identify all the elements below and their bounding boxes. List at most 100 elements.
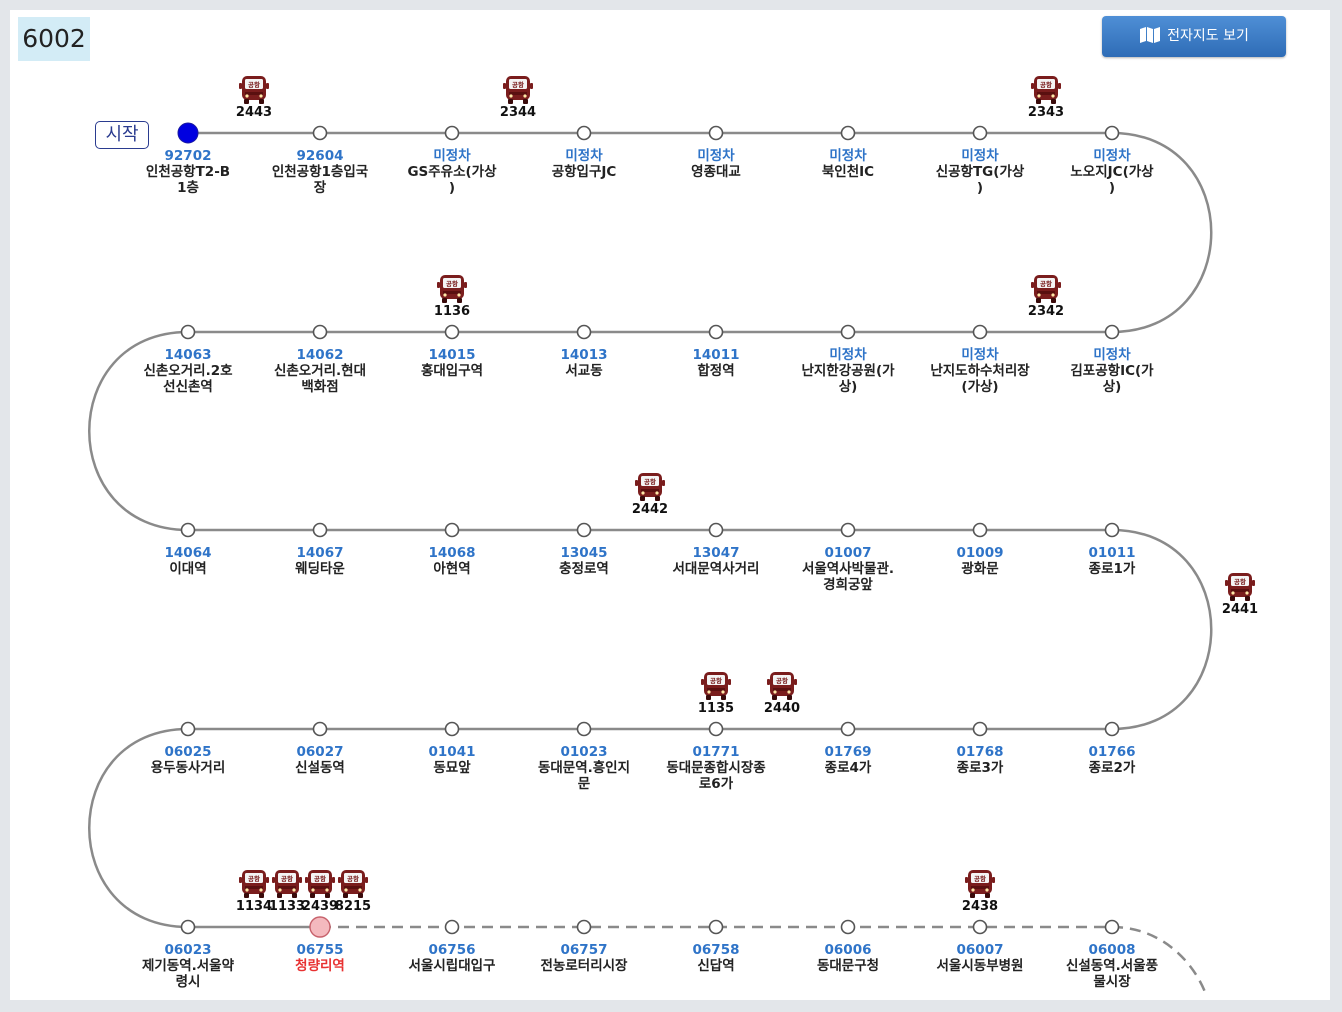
stop-node[interactable] [972, 522, 988, 538]
stop-node[interactable] [177, 122, 199, 144]
bus-marker[interactable]: 공항 1136 [432, 274, 472, 319]
stop-label[interactable]: 01007 서울역사박물관. 경희궁앞 [784, 545, 912, 593]
stop-node[interactable] [840, 125, 856, 141]
stop-label[interactable]: 01023 동대문역.흥인지 문 [520, 744, 648, 792]
stop-label[interactable]: 92604 인천공항1층입국 장 [256, 148, 384, 196]
stop-node[interactable] [312, 721, 328, 737]
stop-label[interactable]: 01041 동묘앞 [388, 744, 516, 776]
stop-node[interactable] [840, 721, 856, 737]
stop-node[interactable] [1104, 522, 1120, 538]
stop-node[interactable] [972, 324, 988, 340]
bus-marker[interactable]: 공항 2442 [630, 472, 670, 517]
stop-label[interactable]: 미정차 신공항TG(가상) [916, 148, 1044, 196]
view-map-label: 전자지도 보기 [1167, 28, 1249, 44]
stop-label[interactable]: 06006 동대문구청 [784, 942, 912, 974]
stop-node[interactable] [1104, 721, 1120, 737]
stop-label[interactable]: 06023 제기동역.서울약 령시 [124, 942, 252, 990]
stop-node[interactable] [840, 324, 856, 340]
stop-node[interactable] [840, 919, 856, 935]
stop-node[interactable] [312, 324, 328, 340]
stop-node[interactable] [180, 721, 196, 737]
bus-marker[interactable]: 공항 1134 [234, 869, 274, 914]
stop-node[interactable] [180, 324, 196, 340]
stop-node[interactable] [708, 721, 724, 737]
stop-label[interactable]: 01011 종로1가 [1048, 545, 1176, 577]
stop-label[interactable]: 미정차 영종대교 [652, 148, 780, 180]
stop-node[interactable] [312, 522, 328, 538]
stop-label[interactable]: 01768 종로3가 [916, 744, 1044, 776]
stop-label[interactable]: 14062 신촌오거리.현대 백화점 [256, 347, 384, 395]
stop-node[interactable] [444, 721, 460, 737]
stop-label[interactable]: 14068 아현역 [388, 545, 516, 577]
bus-marker[interactable]: 공항 2343 [1026, 75, 1066, 120]
stop-label[interactable]: 06756 서울시립대입구 [388, 942, 516, 974]
stop-label[interactable]: 13047 서대문역사거리 [652, 545, 780, 577]
bus-number: 2439 [301, 899, 339, 914]
stop-node[interactable] [972, 721, 988, 737]
stop-node[interactable] [576, 125, 592, 141]
stop-node[interactable] [708, 324, 724, 340]
stop-label[interactable]: 06007 서울시동부병원 [916, 942, 1044, 974]
stop-node[interactable] [576, 324, 592, 340]
stop-node[interactable] [1104, 919, 1120, 935]
stop-node[interactable] [576, 522, 592, 538]
stop-node[interactable] [708, 125, 724, 141]
stop-label[interactable]: 06757 전농로터리시장 [520, 942, 648, 974]
stop-label[interactable]: 06027 신설동역 [256, 744, 384, 776]
stop-label[interactable]: 미정차 난지도하수처리장 (가상) [916, 347, 1044, 395]
stop-node[interactable] [576, 919, 592, 935]
stop-node[interactable] [840, 522, 856, 538]
stop-label[interactable]: 미정차 난지한강공원(가 상) [784, 347, 912, 395]
stop-node[interactable] [1104, 125, 1120, 141]
bus-marker[interactable]: 공항 1135 [696, 671, 736, 716]
stop-node[interactable] [309, 916, 331, 938]
stop-node[interactable] [180, 919, 196, 935]
stop-label[interactable]: 06008 신설동역.서울풍 물시장 [1048, 942, 1176, 990]
stop-node[interactable] [972, 125, 988, 141]
stop-node[interactable] [444, 522, 460, 538]
bus-marker[interactable]: 공항 2441 [1220, 572, 1260, 617]
stop-node[interactable] [1104, 324, 1120, 340]
bus-marker[interactable]: 공항 2342 [1026, 274, 1066, 319]
stop-node[interactable] [444, 125, 460, 141]
stop-name: 신답역 [697, 958, 735, 974]
bus-marker[interactable]: 공항 2438 [960, 869, 1000, 914]
bus-marker[interactable]: 공항 8215 [333, 869, 373, 914]
stop-label[interactable]: 14015 홍대입구역 [388, 347, 516, 379]
stop-label[interactable]: 92702 인천공항T2-B 1층 [124, 148, 252, 196]
stop-label[interactable]: 01769 종로4가 [784, 744, 912, 776]
stop-node[interactable] [180, 522, 196, 538]
stop-node[interactable] [312, 125, 328, 141]
stop-label[interactable]: 14067 웨딩타운 [256, 545, 384, 577]
stop-node[interactable] [444, 919, 460, 935]
stop-label[interactable]: 06755 청량리역 [256, 942, 384, 974]
bus-marker[interactable]: 공항 2443 [234, 75, 274, 120]
stop-label[interactable]: 미정차 북인천IC [784, 148, 912, 180]
stop-node[interactable] [708, 919, 724, 935]
bus-marker[interactable]: 공항 1133 [267, 869, 307, 914]
stop-node[interactable] [576, 721, 592, 737]
stop-name: 종로1가 [1088, 561, 1136, 577]
stop-node[interactable] [444, 324, 460, 340]
stop-label[interactable]: 미정차 공항입구JC [520, 148, 648, 180]
stop-label[interactable]: 미정차 GS주유소(가상) [388, 148, 516, 196]
stop-label[interactable]: 01766 종로2가 [1048, 744, 1176, 776]
view-map-button[interactable]: 전자지도 보기 [1102, 16, 1286, 57]
stop-node[interactable] [972, 919, 988, 935]
stop-label[interactable]: 01771 동대문종합시장종 로6가 [652, 744, 780, 792]
stop-id: 06755 [296, 942, 344, 958]
stop-label[interactable]: 13045 충정로역 [520, 545, 648, 577]
stop-label[interactable]: 06025 용두동사거리 [124, 744, 252, 776]
stop-label[interactable]: 미정차 노오지JC(가상) [1048, 148, 1176, 196]
stop-label[interactable]: 06758 신답역 [652, 942, 780, 974]
stop-label[interactable]: 미정차 김포공항IC(가 상) [1048, 347, 1176, 395]
stop-label[interactable]: 01009 광화문 [916, 545, 1044, 577]
bus-marker[interactable]: 공항 2344 [498, 75, 538, 120]
bus-marker[interactable]: 공항 2439 [300, 869, 340, 914]
stop-label[interactable]: 14011 합정역 [652, 347, 780, 379]
stop-node[interactable] [708, 522, 724, 538]
stop-label[interactable]: 14063 신촌오거리.2호 선신촌역 [124, 347, 252, 395]
stop-label[interactable]: 14064 이대역 [124, 545, 252, 577]
stop-label[interactable]: 14013 서교동 [520, 347, 648, 379]
bus-marker[interactable]: 공항 2440 [762, 671, 802, 716]
